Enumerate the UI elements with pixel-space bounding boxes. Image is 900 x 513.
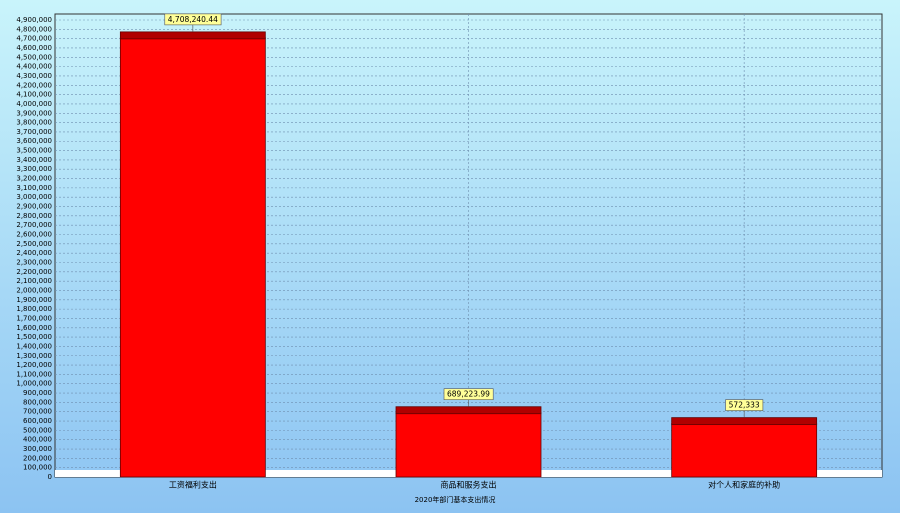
y-tick-label: 300,000 (23, 445, 52, 453)
x-tick-label: 工资福利支出 (169, 480, 217, 490)
y-tick-label: 3,100,000 (16, 184, 52, 192)
bar-top (671, 417, 818, 426)
y-tick-label: 3,300,000 (16, 165, 52, 173)
y-tick-label: 4,300,000 (16, 72, 52, 80)
y-tick-label: 400,000 (23, 436, 52, 444)
y-tick-label: 900,000 (23, 389, 52, 397)
y-tick-label: 4,800,000 (16, 25, 52, 33)
y-tick-label: 500,000 (23, 426, 52, 434)
y-tick-label: 1,100,000 (16, 370, 52, 378)
y-tick-label: 3,900,000 (16, 109, 52, 117)
y-tick-label: 4,700,000 (16, 35, 52, 43)
y-tick-label: 2,000,000 (16, 286, 52, 294)
y-tick-label: 4,400,000 (16, 63, 52, 71)
y-tick-label: 2,600,000 (16, 231, 52, 239)
y-tick-label: 200,000 (23, 454, 52, 462)
y-tick-label: 2,100,000 (16, 277, 52, 285)
y-tick-label: 4,100,000 (16, 91, 52, 99)
y-tick-label: 700,000 (23, 408, 52, 416)
y-tick-label: 3,000,000 (16, 193, 52, 201)
y-tick-label: 3,500,000 (16, 147, 52, 155)
y-tick-label: 2,700,000 (16, 221, 52, 229)
y-tick-label: 1,800,000 (16, 305, 52, 313)
y-tick-label: 2,900,000 (16, 203, 52, 211)
x-tick-label: 商品和服务支出 (441, 480, 497, 490)
y-tick-label: 1,500,000 (16, 333, 52, 341)
y-tick-label: 3,700,000 (16, 128, 52, 136)
y-tick-label: 1,700,000 (16, 314, 52, 322)
y-tick-label: 4,500,000 (16, 53, 52, 61)
value-label: 689,223.99 (447, 390, 490, 399)
x-tick-label: 对个人和家庭的补助 (708, 480, 780, 490)
y-tick-label: 4,000,000 (16, 100, 52, 108)
y-tick-label: 2,300,000 (16, 258, 52, 266)
bar-top (395, 406, 542, 415)
y-tick-label: 4,200,000 (16, 81, 52, 89)
y-tick-label: 2,800,000 (16, 212, 52, 220)
y-tick-label: 1,400,000 (16, 342, 52, 350)
bar (119, 37, 266, 478)
y-tick-label: 3,600,000 (16, 137, 52, 145)
bar-top (119, 31, 266, 40)
y-tick-label: 800,000 (23, 398, 52, 406)
value-label: 572,333 (729, 401, 760, 410)
y-tick-label: 1,200,000 (16, 361, 52, 369)
y-tick-label: 3,200,000 (16, 175, 52, 183)
y-tick-label: 0 (48, 473, 52, 481)
y-tick-label: 100,000 (23, 464, 52, 472)
y-tick-label: 2,400,000 (16, 249, 52, 257)
bar (395, 412, 542, 478)
y-tick-label: 3,400,000 (16, 156, 52, 164)
y-tick-label: 2,200,000 (16, 268, 52, 276)
y-tick-label: 4,900,000 (16, 16, 52, 24)
x-axis-label: 2020年部门基本支出情况 (415, 495, 496, 504)
value-label: 4,708,240.44 (168, 15, 218, 24)
y-tick-label: 1,900,000 (16, 296, 52, 304)
y-tick-label: 3,800,000 (16, 119, 52, 127)
bar (671, 423, 818, 478)
y-tick-label: 2,500,000 (16, 240, 52, 248)
y-tick-label: 1,000,000 (16, 380, 52, 388)
y-tick-label: 4,600,000 (16, 44, 52, 52)
y-tick-label: 600,000 (23, 417, 52, 425)
y-tick-label: 1,600,000 (16, 324, 52, 332)
y-tick-label: 1,300,000 (16, 352, 52, 360)
